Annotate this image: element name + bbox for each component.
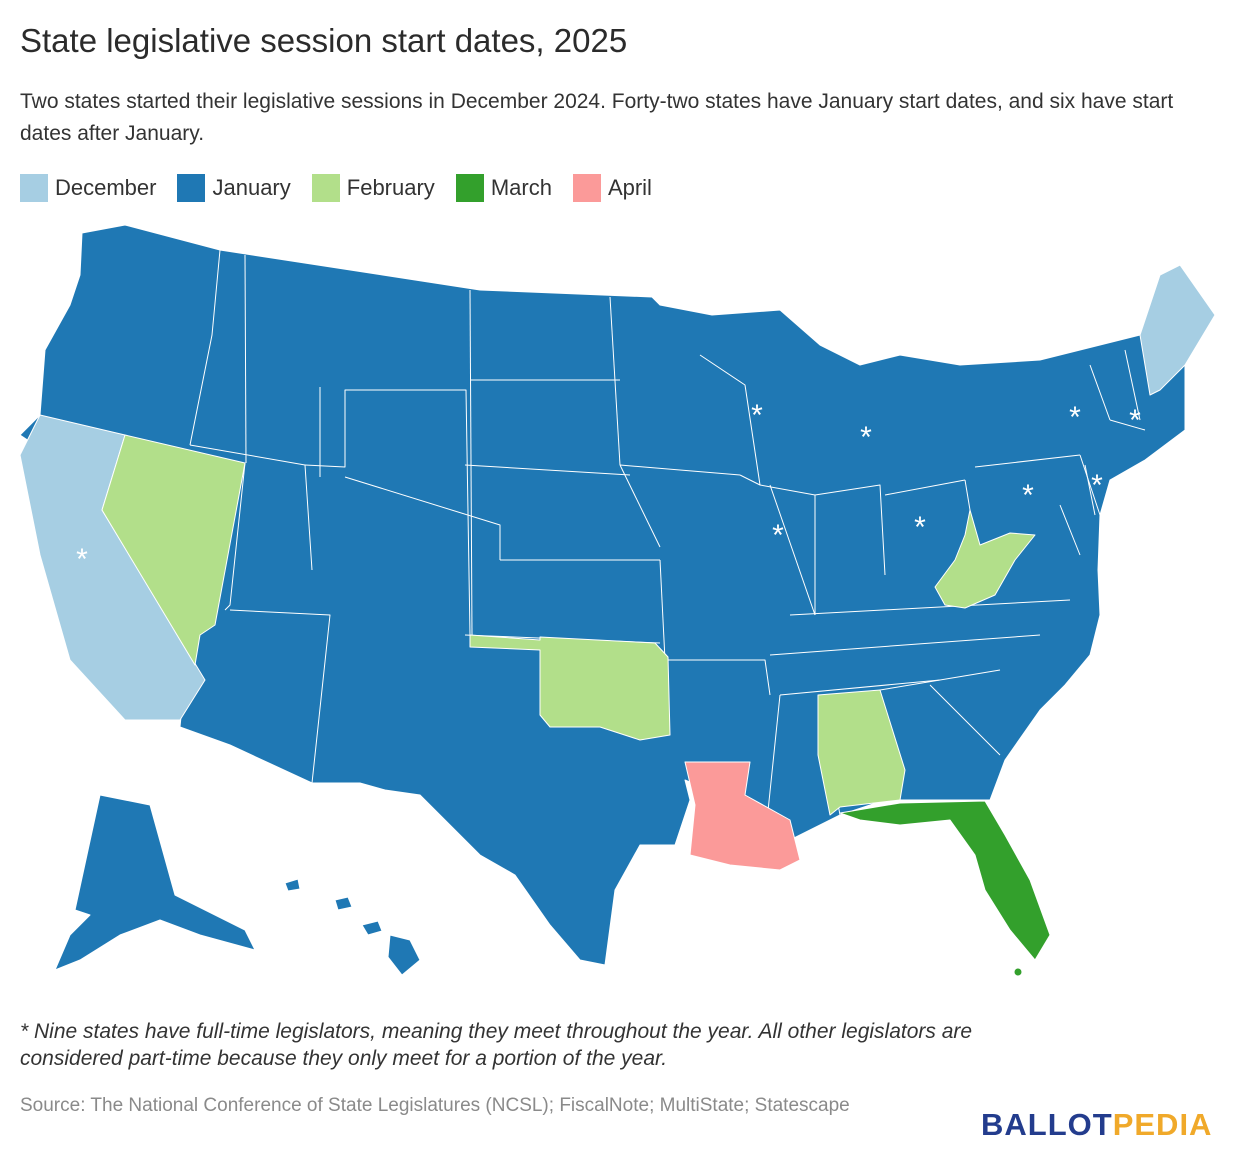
state-border-line [665, 659, 771, 696]
full-time-asterisk-ohio: * [914, 511, 926, 544]
state-border-line [1124, 349, 1141, 421]
state-border-line [814, 484, 886, 576]
state-border-line [1109, 419, 1146, 431]
hawaii-island-kauai [284, 878, 301, 892]
state-border-line [1079, 454, 1101, 516]
chart-subtitle: Two states started their legislative ses… [20, 90, 1174, 145]
state-louisiana [684, 761, 801, 871]
state-border-line [619, 464, 661, 548]
us-mainland-shape [19, 224, 1216, 966]
full-time-asterisk-pennsylvania: * [1022, 479, 1034, 512]
full-time-asterisk-michigan: * [860, 421, 872, 454]
state-border-line [464, 464, 631, 476]
state-border-line [304, 389, 471, 636]
state-west-virginia [934, 509, 1036, 609]
state-border-line [789, 599, 1071, 616]
legend-label-january: January [212, 175, 291, 200]
legend-label-april: April [607, 175, 652, 200]
state-florida [839, 800, 1051, 961]
legend-swatch-january [177, 174, 206, 202]
state-border-line [609, 296, 621, 466]
alaska-shape [54, 794, 256, 971]
hawaii-island-oahu [334, 896, 353, 911]
state-border-line [974, 454, 1081, 468]
legend-item-april: April [572, 174, 652, 202]
state-border-line [469, 289, 473, 636]
full-time-asterisk-california: * [76, 543, 88, 576]
source-note: Source: The National Conference of State… [20, 1095, 850, 1116]
state-border-line [659, 559, 666, 661]
florida-keys-mark [1013, 967, 1023, 977]
logo-part-ballot: BALLOT [981, 1107, 1113, 1142]
state-nevada [101, 434, 246, 666]
state-border-line [1089, 364, 1111, 421]
state-oklahoma [469, 634, 671, 741]
state-border-line [779, 679, 941, 696]
state-border-line [739, 474, 816, 496]
state-alabama [817, 689, 906, 816]
state-border-line [1059, 504, 1081, 556]
state-border-line [189, 249, 221, 446]
state-border-line [229, 609, 331, 784]
state-border-line [769, 634, 1041, 656]
state-border-line [964, 479, 971, 511]
legend-label-december: December [55, 175, 157, 200]
us-map: * * * * * * * * * [19, 224, 1216, 977]
legend-item-december: December [20, 174, 156, 202]
states-layer [19, 224, 1216, 977]
legend-swatch-february [311, 174, 340, 202]
state-border-line [929, 684, 1001, 756]
legend-item-january: January [177, 174, 291, 202]
hawaii-island-big [387, 934, 421, 976]
asterisk-layer: * * * * * * * * * [76, 399, 1141, 576]
logo-part-pedia: PEDIA [1112, 1107, 1213, 1142]
legend-swatch-march [455, 174, 484, 202]
state-border-line [224, 462, 246, 611]
full-time-asterisk-wisconsin: * [751, 399, 763, 432]
state-border-line [619, 464, 741, 476]
ballotpedia-logo: BALLOTPEDIA [981, 1107, 1212, 1143]
chart-title: State legislative session start dates, 2… [20, 22, 628, 59]
legend-item-february: February [311, 174, 435, 202]
legend-item-march: March [455, 174, 552, 202]
state-border-line [884, 479, 966, 496]
legend: December January February March April [20, 172, 673, 204]
full-time-asterisk-new-jersey: * [1091, 469, 1103, 502]
footnote: * Nine states have full-time legislators… [20, 1020, 973, 1070]
legend-label-february: February [346, 175, 435, 200]
state-border-line [244, 254, 247, 464]
full-time-asterisk-new-york: * [1069, 401, 1081, 434]
full-time-asterisk-massachusetts: * [1129, 404, 1141, 437]
legend-label-march: March [490, 175, 552, 200]
legend-swatch-april [572, 174, 601, 202]
legend-swatch-december [20, 174, 48, 202]
state-border-line [1084, 464, 1096, 516]
hawaii-island-maui [361, 920, 383, 936]
state-border-line [344, 476, 501, 560]
state-border-line [699, 354, 761, 486]
state-border-line [879, 669, 1001, 691]
state-border-line [769, 484, 816, 616]
state-maine [1139, 264, 1216, 396]
full-time-asterisk-illinois: * [772, 519, 784, 552]
